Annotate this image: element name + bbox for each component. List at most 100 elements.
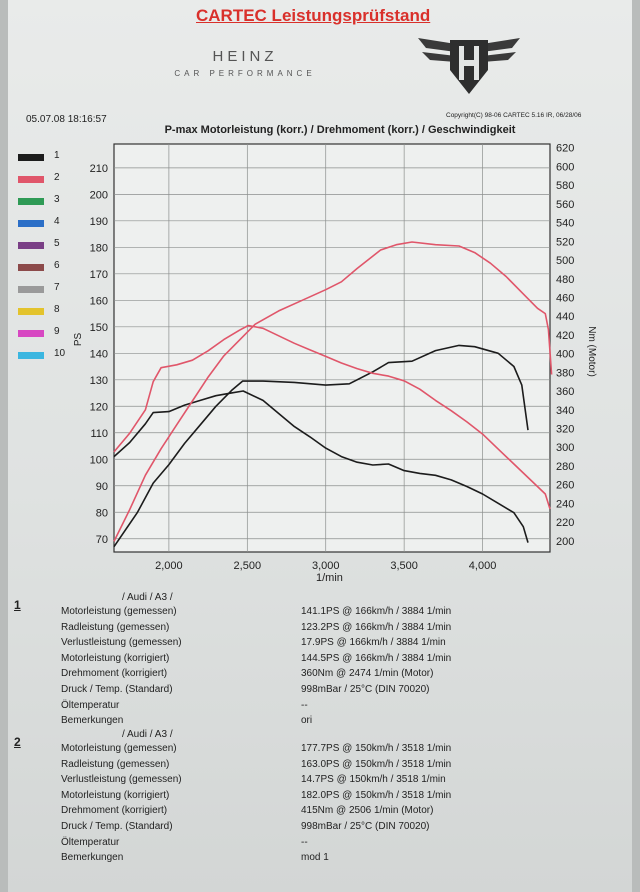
- run-car: / Audi / A3 /: [122, 729, 173, 740]
- legend-item: 9: [18, 326, 78, 348]
- sheet-title: CARTEC Leistungsprüfstand: [196, 6, 431, 25]
- legend-swatch: [18, 352, 44, 359]
- legend-swatch: [18, 154, 44, 161]
- legend-label: 9: [54, 326, 60, 337]
- legend-item: 1: [18, 150, 78, 172]
- result-value: 182.0PS @ 150km/h / 3518 1/min: [301, 789, 452, 801]
- result-value: 998mBar / 25°C (DIN 70020): [301, 821, 430, 832]
- run-number: 2: [14, 735, 21, 749]
- chart-ticks: 70 80 90 100 110 120 130 140 150 160 170 180 190 200 2…: [90, 143, 575, 572]
- legend-swatch: [18, 264, 44, 271]
- result-row: Druck / Temp. (Standard) 998mBar / 25°C (…: [0, 684, 640, 698]
- legend-label: 4: [54, 216, 60, 227]
- result-row: Verlustleistung (gemessen) 14.7PS @ 150km…: [0, 774, 640, 788]
- series-line-1-left: [113, 344, 529, 548]
- legend-swatch: [18, 286, 44, 293]
- y-tick-label-left: 130: [90, 375, 108, 387]
- y-tick-label-left: 120: [90, 401, 108, 413]
- result-label: Motorleistung (korrigiert): [61, 652, 170, 664]
- result-label: Bemerkungen: [61, 852, 124, 864]
- result-row: Bemerkungen mod 1: [0, 852, 640, 866]
- legend-item: 7: [18, 282, 78, 304]
- result-row: Motorleistung (korrigiert) 144.5PS @ 166k…: [0, 653, 640, 667]
- y-tick-label-left: 80: [96, 507, 108, 519]
- y-tick-label-left: 210: [90, 163, 108, 175]
- result-value: --: [301, 836, 308, 848]
- y-tick-label-right: 220: [556, 517, 574, 529]
- legend-item: 2: [18, 172, 78, 194]
- plot-area: [113, 143, 551, 553]
- y-tick-label-right: 400: [556, 349, 574, 361]
- result-row: Radleistung (gemessen) 123.2PS @ 166km/h …: [0, 622, 640, 636]
- x-tick-label: 2,500: [234, 560, 262, 572]
- y-tick-label-right: 320: [556, 423, 574, 435]
- y-tick-label-right: 360: [556, 386, 574, 398]
- legend-label: 5: [54, 238, 60, 249]
- x-tick-label: 3,500: [390, 560, 418, 572]
- y-tick-label-left: 100: [90, 454, 108, 466]
- x-axis-label: 1/min: [316, 572, 343, 584]
- legend-item: 5: [18, 238, 78, 260]
- result-row: Öltemperatur --: [0, 837, 640, 851]
- y-tick-label-right: 300: [556, 442, 574, 454]
- y-tick-label-right: 560: [556, 199, 574, 211]
- y-tick-label-left: 170: [90, 269, 108, 281]
- result-row: Radleistung (gemessen) 163.0PS @ 150km/h …: [0, 759, 640, 773]
- result-row: Drehmoment (korrigiert) 360Nm @ 2474 1/mi…: [0, 668, 640, 682]
- legend-label: 3: [54, 194, 60, 205]
- result-label: Öltemperatur: [61, 836, 120, 848]
- brand-subtitle: CAR PERFORMANCE: [174, 69, 316, 78]
- series-line-2-right: [113, 324, 551, 510]
- y-tick-label-left: 200: [90, 189, 108, 201]
- y-tick-label-left: 150: [90, 322, 108, 334]
- result-row: Öltemperatur --: [0, 700, 640, 714]
- result-label: Motorleistung (gemessen): [61, 743, 177, 754]
- y-tick-label-right: 340: [556, 405, 574, 417]
- y-tick-label-right: 580: [556, 180, 574, 192]
- legend-label: 6: [54, 260, 60, 271]
- y-tick-label-right: 600: [556, 161, 574, 173]
- result-row: Motorleistung (gemessen) 177.7PS @ 150km/…: [0, 743, 640, 757]
- result-label: Drehmoment (korrigiert): [61, 805, 168, 817]
- result-row: Motorleistung (gemessen) 141.1PS @ 166km/…: [0, 606, 640, 620]
- result-value: 360Nm @ 2474 1/min (Motor): [301, 668, 434, 680]
- x-tick-label: 3,000: [312, 560, 340, 572]
- brand-name: HEINZ: [212, 48, 278, 65]
- y-tick-label-right: 440: [556, 311, 574, 323]
- series-line-2-left: [113, 241, 553, 542]
- y-tick-label-right: 520: [556, 236, 574, 248]
- legend-swatch: [18, 242, 44, 249]
- legend-item: 8: [18, 304, 78, 326]
- x-tick-label: 4,000: [469, 560, 497, 572]
- result-value: 163.0PS @ 150km/h / 3518 1/min: [301, 758, 452, 770]
- y-tick-label-right: 460: [556, 292, 574, 304]
- y-tick-label-right: 380: [556, 367, 574, 379]
- y-tick-label-right: 200: [556, 536, 574, 548]
- legend: 1 2 3 4 5 6 7 8 9 10: [18, 150, 78, 370]
- result-value: 141.1PS @ 166km/h / 3884 1/min: [301, 606, 452, 617]
- result-value: --: [301, 699, 308, 711]
- result-label: Bemerkungen: [61, 715, 124, 727]
- legend-swatch: [18, 220, 44, 227]
- legend-swatch: [18, 308, 44, 315]
- result-row: Drehmoment (korrigiert) 415Nm @ 2506 1/mi…: [0, 805, 640, 819]
- result-row: Motorleistung (korrigiert) 182.0PS @ 150k…: [0, 790, 640, 804]
- legend-label: 7: [54, 282, 60, 293]
- legend-label: 1: [54, 150, 60, 161]
- chart-title: P-max Motorleistung (korr.) / Drehmoment…: [164, 124, 516, 136]
- brand-block: HEINZ CAR PERFORMANCE: [150, 48, 340, 78]
- legend-item: 3: [18, 194, 78, 216]
- result-value: ori: [301, 715, 313, 727]
- result-label: Druck / Temp. (Standard): [61, 821, 173, 832]
- result-value: 144.5PS @ 166km/h / 3884 1/min: [301, 652, 452, 664]
- result-label: Motorleistung (korrigiert): [61, 789, 170, 801]
- result-label: Radleistung (gemessen): [61, 621, 170, 633]
- legend-item: 4: [18, 216, 78, 238]
- result-row: Bemerkungen ori: [0, 715, 640, 729]
- legend-label: 8: [54, 304, 60, 315]
- legend-label: 10: [54, 348, 66, 359]
- legend-item: 10: [18, 348, 78, 370]
- result-label: Druck / Temp. (Standard): [61, 684, 173, 695]
- y-tick-label-right: 620: [556, 143, 574, 155]
